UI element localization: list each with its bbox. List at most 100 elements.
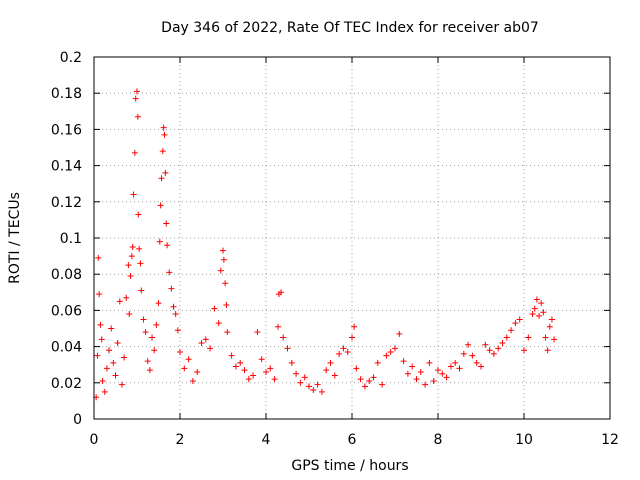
y-tick-label: 0.16 [51,122,82,138]
y-tick-label: 0.18 [51,86,82,102]
data-point [94,352,101,359]
data-point [383,352,390,359]
data-point [217,267,224,274]
chart-title: Day 346 of 2022, Rate Of TEC Index for r… [161,20,539,36]
data-point [153,321,160,328]
data-point [439,370,446,377]
data-point [521,347,527,354]
data-point [134,113,141,120]
data-point [116,298,123,305]
data-point [374,359,381,366]
data-point [529,311,536,318]
data-point [400,358,407,365]
y-tick-label: 0.08 [51,267,82,283]
data-point [280,334,287,341]
data-point [149,334,156,341]
y-tick-label: 0.2 [60,50,82,66]
data-point [278,289,285,296]
data-point [151,347,158,354]
y-tick-label: 0.1 [60,231,82,247]
ticks-layer: 0 2 4 6 8 10 12 0 0.02 0.04 0.06 0.08 0.1 0.12 0.14 0.1… [51,50,619,448]
data-point [146,367,153,374]
data-point [224,329,231,336]
data-point [538,300,545,307]
data-point [103,365,110,372]
data-point [370,374,377,381]
data-point [512,320,519,327]
data-point [215,320,222,327]
data-point [157,202,164,209]
data-point [223,301,230,308]
data-point [469,352,476,359]
data-point [340,345,347,352]
data-point [140,316,147,323]
data-point [123,294,130,301]
data-point [482,341,489,348]
data-point [250,372,257,379]
data-point [164,242,171,249]
data-point [544,347,551,354]
y-tick-label: 0 [73,412,82,428]
data-point [134,88,140,95]
data-point [336,350,343,357]
data-point [220,247,226,254]
data-point [207,345,214,352]
data-point [181,365,188,372]
data-point [417,368,424,375]
data-point [132,95,139,102]
data-point [366,377,373,384]
data-point [125,262,132,269]
data-point [166,269,173,276]
data-point [189,377,196,384]
y-tick-label: 0.04 [51,340,82,356]
data-point [331,372,338,379]
data-point [540,309,547,316]
data-point [353,365,360,372]
data-point [495,345,502,352]
data-point [275,323,282,330]
data-point [435,367,441,374]
data-point [158,175,165,182]
data-point [177,349,183,356]
y-tick-label: 0.06 [51,303,82,319]
data-point [452,359,459,366]
data-point [127,273,134,280]
data-point [121,354,128,361]
data-point [163,220,170,227]
data-point [98,336,105,343]
data-point [344,349,351,356]
data-point [379,381,386,388]
x-tick-label: 6 [348,432,357,448]
data-point [548,316,555,323]
data-point [460,350,467,357]
data-point [211,305,218,312]
data-point [263,368,269,375]
y-tick-label: 0.14 [51,159,82,175]
data-point [160,124,167,131]
data-point [130,191,137,198]
data-point [135,211,142,218]
data-point [413,376,420,383]
data-point [170,303,177,310]
data-point [351,323,358,330]
data-point [161,131,168,138]
data-point [232,363,239,370]
data-point [478,363,484,370]
data-point [159,148,166,155]
data-point [95,254,102,261]
data-point [306,383,312,390]
data-point [128,253,135,260]
data-point [361,383,368,390]
data-point [327,359,334,366]
data-point [136,245,143,252]
data-point [174,327,181,334]
data-point [508,327,515,334]
data-point [387,349,394,356]
data-point [490,350,497,357]
x-tick-label: 8 [434,432,443,448]
data-point [156,238,163,245]
data-point [404,370,411,377]
x-tick-label: 4 [262,432,271,448]
data-point [531,305,538,312]
